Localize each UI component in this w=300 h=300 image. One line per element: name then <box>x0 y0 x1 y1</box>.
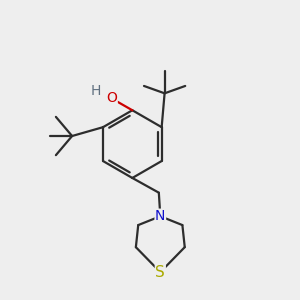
Text: N: N <box>155 209 166 223</box>
Text: H: H <box>90 84 101 98</box>
Text: O: O <box>106 92 117 106</box>
Text: S: S <box>155 265 165 280</box>
